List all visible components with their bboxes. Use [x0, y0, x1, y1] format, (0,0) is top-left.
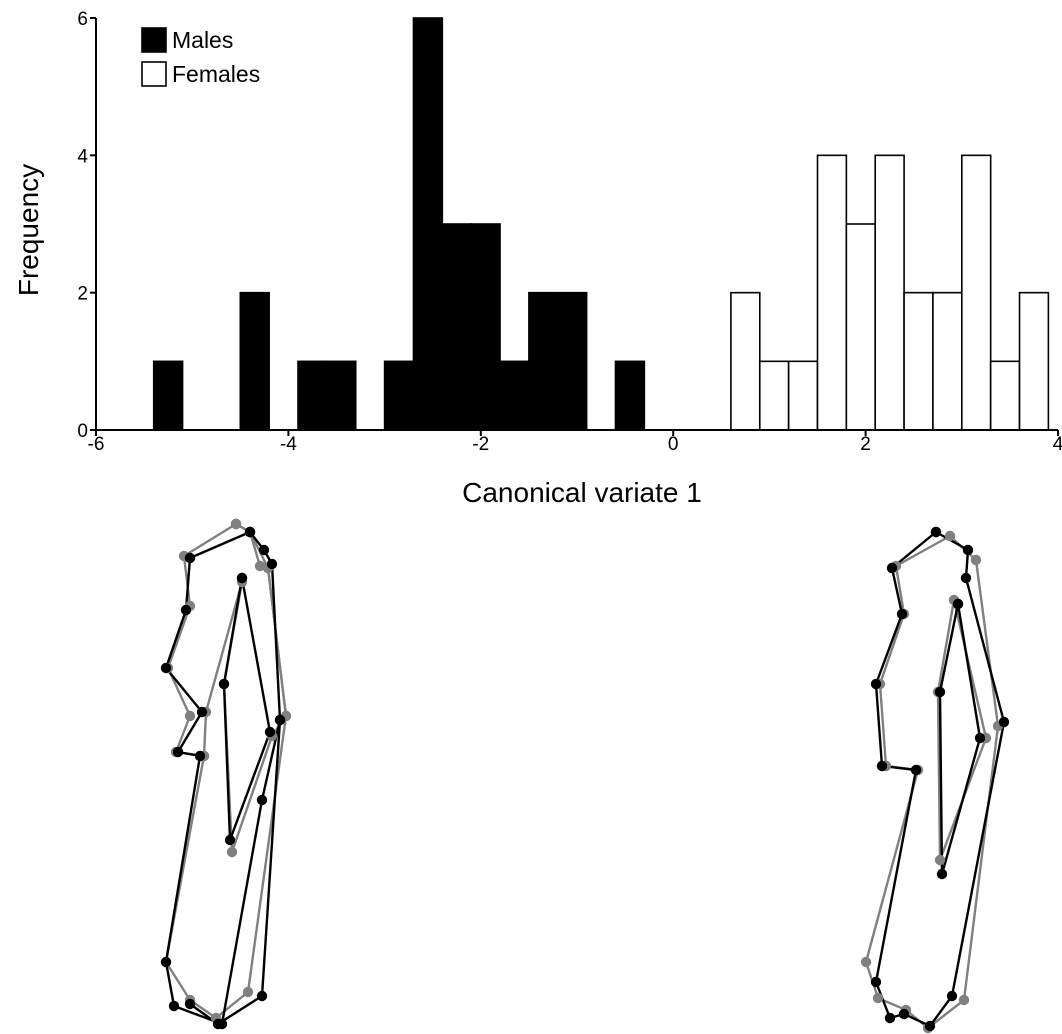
x-tick-label-1: -4 [280, 434, 297, 455]
y-tick-label-2: 4 [77, 146, 88, 167]
legend-swatch-females [141, 61, 167, 87]
legend: Males Females [141, 27, 260, 87]
left-shape-diagram-grey-landmark-6 [226, 846, 238, 858]
right-shape-diagram-black-landmark-11 [870, 678, 882, 690]
left-shape-diagram-grey-landmark-2 [254, 560, 266, 572]
x-tick-label-0: -6 [88, 434, 105, 455]
left-shape-diagram-black_outer_extra-landmark-2 [256, 990, 268, 1002]
left-shape-diagram-black-landmark-6 [168, 1000, 180, 1012]
right-shape-diagram-grey-landmark-1 [970, 554, 982, 566]
left-shape-diagram-grey-landmark-12 [184, 710, 196, 722]
histogram-bars [152, 17, 1050, 431]
right-shape-diagram-black-landmark-12 [896, 608, 908, 620]
x-tick-label-2: -2 [472, 434, 489, 455]
right-shape-diagram-grey-landmark-13 [944, 530, 956, 542]
left-shape-diagram-grey_outline-landmark-0 [230, 518, 242, 530]
male-bar-5 [412, 17, 444, 431]
female-bar-8 [960, 154, 992, 431]
right-shape-diagram-black-landmark-1 [962, 544, 974, 556]
female-bar-2 [787, 360, 819, 431]
male-bar-2 [297, 360, 328, 431]
right-shape-diagram-grey-landmark-6 [872, 992, 884, 1004]
right-shape-diagram-black-landmark-14 [930, 526, 942, 538]
left-shape-diagram-black_inner-landmark-1 [264, 726, 276, 738]
left-shape-diagram-black_outer_extra-outline [189, 719, 282, 1026]
right-shape-diagram-black-landmark-13 [886, 562, 898, 574]
female-bar-3 [816, 154, 848, 431]
x-tick-label-5: 4 [1053, 434, 1062, 455]
right-shape-diagram-black-landmark-2 [960, 572, 972, 584]
shape-diagrams [160, 518, 1010, 1034]
right-shape-diagram-grey-landmark-3 [958, 994, 970, 1006]
left-shape-diagram-black-landmark-4 [256, 794, 268, 806]
right-shape-diagram-black_inner-landmark-2 [936, 868, 948, 880]
male-bar-8 [499, 360, 530, 431]
y-tick-label-3: 6 [77, 9, 88, 30]
right-shape-diagram-black_inner-landmark-3 [934, 686, 946, 698]
female-bar-0 [730, 291, 761, 431]
left-shape-diagram-black-landmark-1 [258, 544, 270, 556]
male-bar-1 [239, 291, 270, 431]
female-bar-6 [903, 291, 934, 431]
left-shape-diagram-black_inner-landmark-3 [218, 678, 230, 690]
right-shape-diagram-black_inner-landmark-4 [952, 598, 964, 610]
left-shape-diagram-black_inner-landmark-2 [224, 834, 236, 846]
left-shape-diagram-black-landmark-9 [172, 746, 184, 758]
right-shape-diagram-black-landmark-10 [876, 760, 888, 772]
left-shape-diagram-black-landmark-7 [160, 956, 172, 968]
y-tick-label-1: 2 [77, 284, 88, 305]
left-shape-diagram-black-landmark-14 [244, 526, 256, 538]
left-shape-diagram-black-landmark-2 [266, 558, 278, 570]
left-shape-diagram-black-landmark-13 [184, 552, 196, 564]
left-shape-diagram-black_outer_extra-landmark-1 [212, 1018, 224, 1030]
left-shape-diagram-black-landmark-10 [196, 706, 208, 718]
x-tick-label-3: 0 [668, 434, 679, 455]
male-bar-4 [383, 360, 415, 431]
right-shape-diagram-black_inner-landmark-1 [974, 732, 986, 744]
right-shape-diagram-black-landmark-5 [924, 1020, 936, 1032]
right-shape-diagram-grey_inner-landmark-2 [934, 854, 946, 866]
right-shape-diagram-black-landmark-3 [998, 716, 1010, 728]
female-bar-5 [874, 154, 905, 431]
right-shape-diagram-black-landmark-9 [910, 764, 922, 776]
right-shape-diagram-black-landmark-8 [870, 976, 882, 988]
female-bar-10 [1018, 291, 1050, 431]
right-shape-diagram-grey-landmark-7 [860, 956, 872, 968]
left-shape-diagram-grey_outline-landmark-4 [242, 986, 254, 998]
right-shape-diagram-black-landmark-6 [898, 1008, 910, 1020]
female-bar-9 [989, 360, 1021, 431]
male-bar-6 [441, 223, 472, 431]
male-bar-11 [614, 360, 646, 431]
axes: -6 -4 -2 0 2 4 0 2 4 6 [77, 9, 1062, 455]
male-bar-10 [556, 291, 588, 431]
legend-swatch-males [141, 27, 167, 53]
left-shape-diagram-black-landmark-8 [194, 750, 206, 762]
right-shape-diagram-grey-outline [864, 534, 1000, 1030]
left-shape-diagram-black_inner-landmark-4 [236, 572, 248, 584]
x-axis-title: Canonical variate 1 [462, 477, 702, 508]
right-shape-diagram-black-landmark-7 [884, 1012, 896, 1024]
left-shape-diagram-black-landmark-11 [160, 662, 172, 674]
legend-label-males: Males [172, 27, 233, 53]
right-shape-diagram-black-landmark-4 [946, 990, 958, 1002]
left-shape-diagram-black_outer_extra-landmark-3 [274, 714, 286, 726]
female-bar-7 [932, 291, 963, 431]
x-tick-label-4: 2 [860, 434, 871, 455]
male-bar-3 [326, 360, 357, 431]
legend-label-females: Females [172, 61, 260, 87]
male-bar-9 [528, 291, 559, 431]
male-bar-7 [470, 223, 501, 431]
male-bar-0 [152, 360, 184, 431]
female-bar-1 [758, 360, 790, 431]
y-axis-title: Frequency [13, 164, 44, 296]
left-shape-diagram-black-landmark-12 [180, 604, 192, 616]
female-bar-4 [845, 223, 877, 431]
left-shape-diagram-black_outer_extra-landmark-0 [184, 998, 196, 1010]
y-tick-label-0: 0 [77, 421, 88, 442]
